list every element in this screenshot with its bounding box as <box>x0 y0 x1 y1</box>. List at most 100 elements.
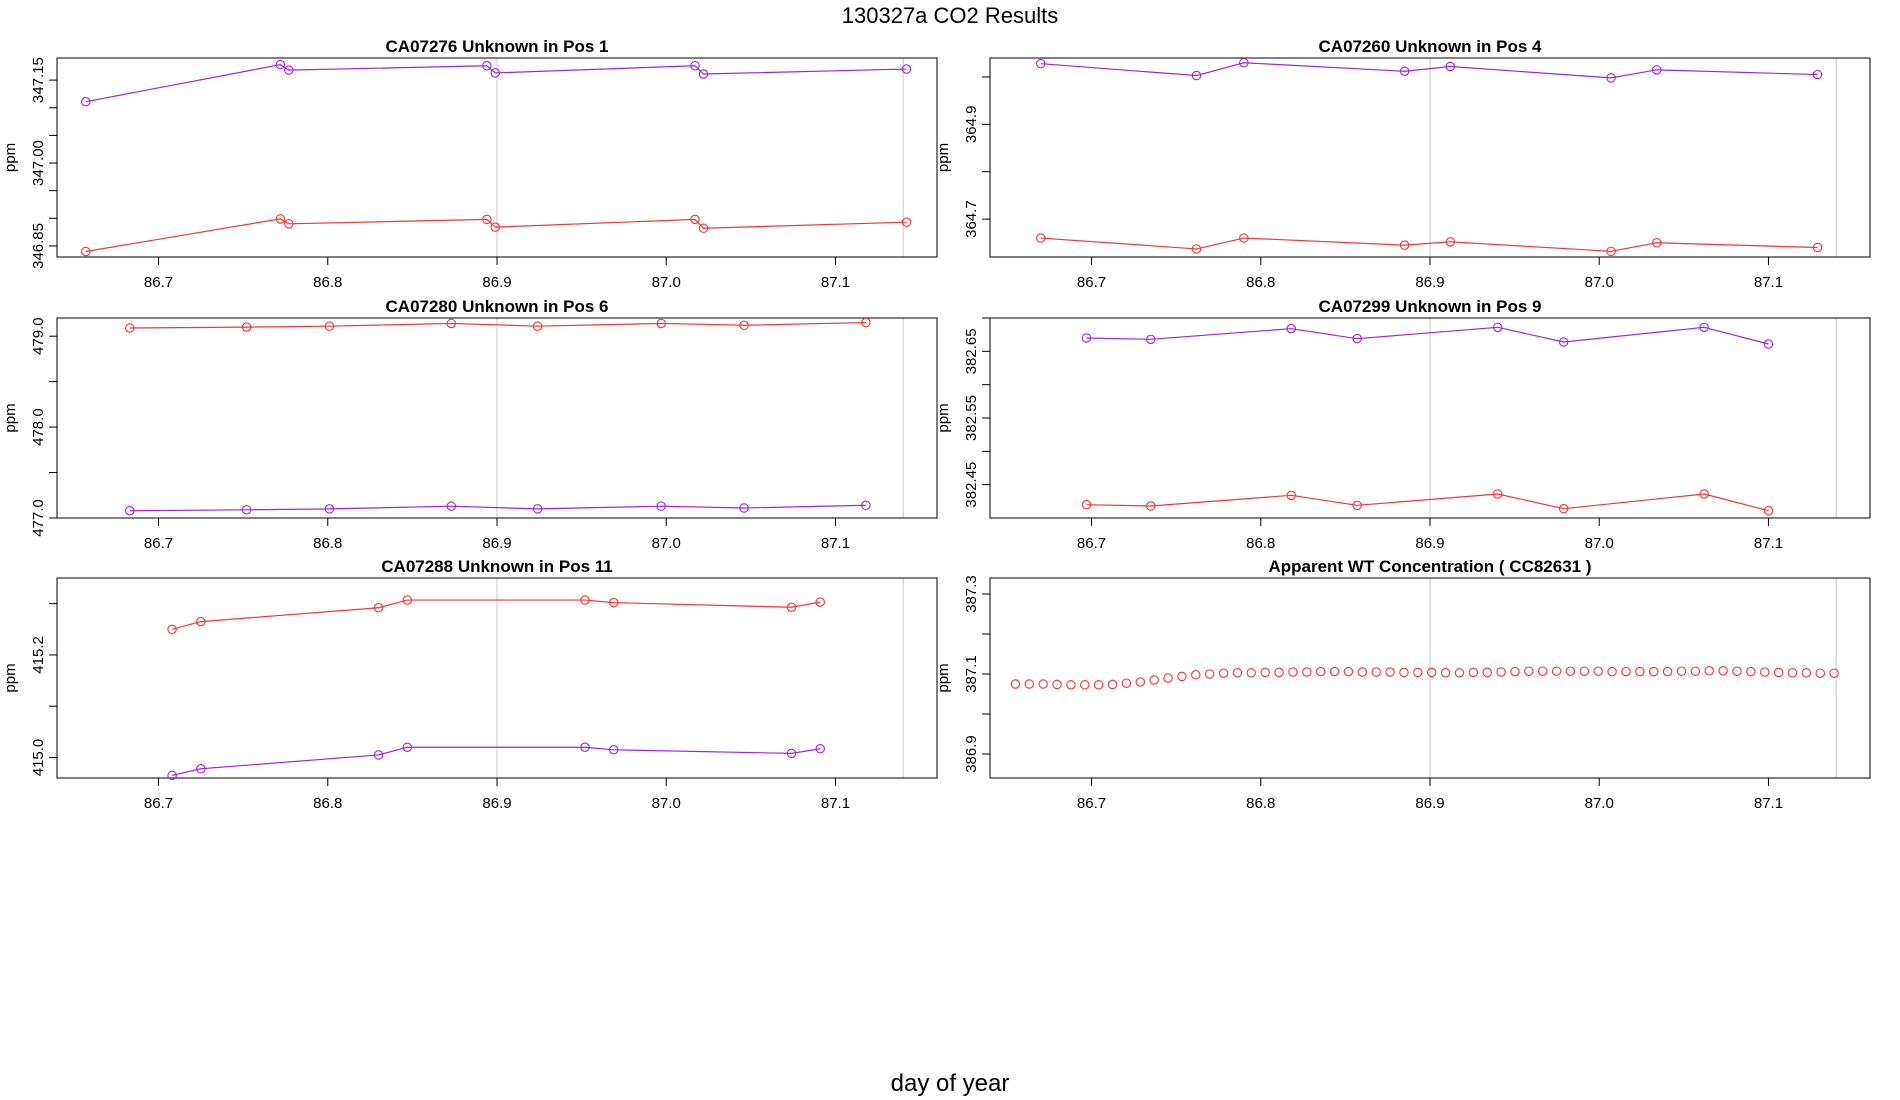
data-point-purple <box>81 96 91 107</box>
data-point-purple <box>402 742 413 752</box>
data-point-WT <box>1135 677 1146 687</box>
data-point-WT <box>1635 666 1645 677</box>
data-point-red <box>1286 490 1296 501</box>
data-point-purple <box>1352 333 1362 344</box>
x-tick-label: 86.7 <box>1077 795 1106 812</box>
data-point-purple <box>1699 322 1709 333</box>
series-line-purple <box>1086 326 1769 345</box>
data-point-WT <box>1329 666 1340 677</box>
x-tick-label: 87.0 <box>1585 274 1614 291</box>
data-point-red <box>1146 501 1156 511</box>
y-tick-label: 347.00 <box>30 140 47 186</box>
data-point-WT <box>1593 666 1603 676</box>
data-point-purple <box>532 504 543 514</box>
y-tick-label: 382.65 <box>963 328 980 374</box>
series-line-red <box>1086 493 1769 512</box>
data-point-WT <box>1510 666 1520 677</box>
x-tick-label: 86.7 <box>144 795 173 812</box>
data-point-WT <box>1080 680 1090 690</box>
data-point-red <box>81 246 91 257</box>
data-point-WT <box>1496 667 1506 677</box>
data-point-purple <box>241 505 252 515</box>
data-point-red <box>1081 499 1092 510</box>
panel-title: CA07299 Unknown in Pos 9 <box>1319 297 1542 316</box>
data-point-WT <box>1551 666 1562 676</box>
data-point-purple <box>698 69 709 79</box>
data-point-red <box>1191 244 1202 254</box>
data-point-red <box>1352 500 1362 511</box>
series-line-purple <box>171 746 821 777</box>
data-point-purple <box>1036 58 1046 69</box>
data-point-purple <box>1492 322 1503 333</box>
data-point-WT <box>1399 667 1409 678</box>
data-point-WT <box>1177 671 1187 682</box>
x-tick-label: 87.0 <box>652 795 681 812</box>
panel-ca07280: CA07280 Unknown in Pos 6 86.7 86.8 86.9 87.0… <box>2 297 938 552</box>
data-point-WT <box>1759 667 1770 677</box>
data-point-WT <box>1690 666 1701 676</box>
data-point-WT <box>1038 679 1048 689</box>
data-point-WT <box>1371 667 1381 677</box>
data-point-red <box>402 595 413 605</box>
data-point-WT <box>1343 666 1354 677</box>
data-point-WT <box>1829 668 1839 678</box>
data-point-WT <box>1648 666 1659 677</box>
data-point-WT <box>1621 666 1631 677</box>
data-point-WT <box>1440 668 1451 678</box>
x-tick-label: 87.1 <box>1754 795 1783 812</box>
data-point-WT <box>1163 673 1173 683</box>
data-point-red <box>1492 489 1503 499</box>
x-tick-label: 86.9 <box>482 795 511 812</box>
y-tick-label: 382.55 <box>963 395 980 441</box>
data-point-red <box>1652 238 1662 248</box>
data-point-purple <box>1445 61 1456 72</box>
data-point-red <box>1763 505 1774 516</box>
data-point-red <box>241 322 252 332</box>
data-point-red <box>125 323 135 333</box>
data-point-red <box>1036 233 1046 243</box>
data-point-purple <box>1763 339 1774 349</box>
data-point-red <box>1558 503 1569 514</box>
y-tick-label: 346.85 <box>30 223 47 269</box>
data-point-purple <box>815 744 825 754</box>
data-point-WT <box>1565 666 1576 676</box>
data-point-purple <box>284 65 294 75</box>
data-point-red <box>1239 233 1249 243</box>
data-point-WT <box>1093 680 1104 690</box>
x-tick-label: 86.9 <box>482 535 511 552</box>
data-point-red <box>1812 242 1823 253</box>
panel-title: CA07260 Unknown in Pos 4 <box>1319 37 1542 56</box>
data-point-red <box>1699 489 1709 499</box>
data-point-red <box>609 597 619 608</box>
data-point-purple <box>609 745 619 755</box>
series-line-purple <box>1040 62 1818 79</box>
x-tick-label: 87.0 <box>1585 535 1614 552</box>
panel-ca07299: CA07299 Unknown in Pos 9 86.7 86.8 86.9 87.0… <box>935 297 1871 552</box>
y-axis-label: ppm <box>2 663 19 692</box>
data-point-WT <box>1204 669 1215 679</box>
data-point-red <box>815 597 825 607</box>
y-tick-label: 387.3 <box>963 575 980 613</box>
data-point-WT <box>1537 666 1548 676</box>
data-point-WT <box>1468 667 1479 678</box>
x-tick-label: 86.8 <box>313 535 342 552</box>
data-point-WT <box>1121 678 1132 688</box>
x-tick-label: 86.7 <box>1077 274 1106 291</box>
data-point-WT <box>1426 667 1437 678</box>
data-point-red <box>690 214 700 225</box>
x-tick-label: 86.8 <box>1246 274 1275 291</box>
x-axis-label: day of year <box>890 1070 1010 1097</box>
data-point-red <box>861 317 871 328</box>
x-tick-label: 87.0 <box>1585 795 1614 812</box>
panel-title: CA07288 Unknown in Pos 11 <box>381 557 612 576</box>
data-point-WT <box>1232 668 1243 678</box>
data-point-WT <box>1288 667 1298 677</box>
x-tick-label: 87.1 <box>1754 274 1783 291</box>
data-point-WT <box>1191 670 1201 680</box>
x-tick-label: 86.8 <box>313 795 342 812</box>
data-point-red <box>167 624 177 635</box>
x-tick-label: 87.1 <box>1754 535 1783 552</box>
data-point-purple <box>1239 57 1249 68</box>
y-tick-label: 364.9 <box>963 106 980 144</box>
y-tick-label: 415.2 <box>30 636 47 674</box>
